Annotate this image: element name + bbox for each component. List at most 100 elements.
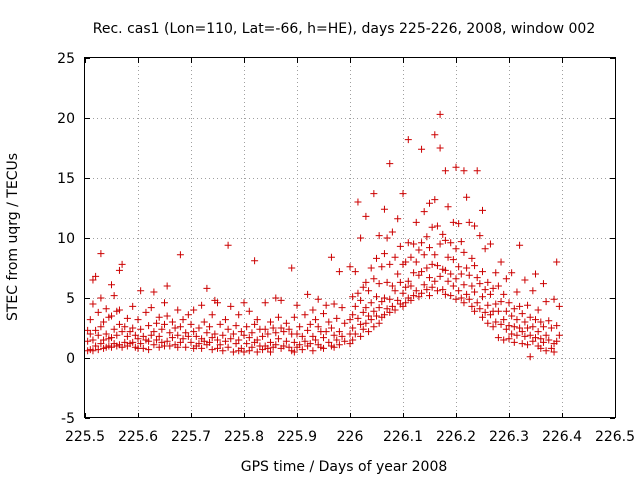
data-point xyxy=(526,353,534,361)
data-point xyxy=(221,316,229,324)
data-point xyxy=(248,329,256,337)
data-point xyxy=(513,316,521,324)
data-point xyxy=(86,316,94,324)
data-point xyxy=(365,328,373,336)
data-point xyxy=(441,236,449,244)
x-tick-label: 226.2 xyxy=(436,429,476,445)
data-point xyxy=(240,331,248,339)
data-point xyxy=(322,301,330,309)
data-point xyxy=(431,196,439,204)
data-point xyxy=(123,332,131,340)
data-point xyxy=(351,330,359,338)
data-point xyxy=(354,289,362,297)
data-point xyxy=(288,264,296,272)
data-point xyxy=(346,340,354,348)
data-point xyxy=(142,308,150,316)
data-point xyxy=(232,322,240,330)
data-point xyxy=(550,295,558,303)
data-point xyxy=(402,283,410,291)
data-point xyxy=(399,190,407,198)
data-point xyxy=(304,290,312,298)
data-point xyxy=(396,278,404,286)
data-point xyxy=(362,278,370,286)
data-point xyxy=(235,311,243,319)
data-point xyxy=(465,271,473,279)
data-point xyxy=(479,268,486,276)
x-axis-label: GPS time / Days of year 2008 xyxy=(241,459,448,475)
data-point xyxy=(338,332,346,340)
data-point xyxy=(219,331,227,339)
data-point xyxy=(121,338,129,346)
data-point xyxy=(365,312,373,320)
data-point xyxy=(174,343,182,351)
data-point xyxy=(553,337,561,345)
data-point xyxy=(542,331,550,339)
data-point xyxy=(471,262,479,270)
data-point xyxy=(449,256,457,264)
data-point xyxy=(547,344,555,352)
data-point xyxy=(264,330,272,338)
data-point xyxy=(198,301,206,309)
data-point xyxy=(161,320,168,328)
data-point xyxy=(139,344,147,352)
data-point xyxy=(166,329,174,337)
data-point xyxy=(179,335,187,343)
data-point xyxy=(155,332,163,340)
chart-title: Rec. cas1 (Lon=110, Lat=-66, h=HE), days… xyxy=(93,21,595,37)
data-point xyxy=(359,325,367,333)
data-point xyxy=(391,306,399,314)
data-point xyxy=(455,263,463,271)
data-point xyxy=(418,239,426,247)
data-point xyxy=(301,311,309,319)
data-point xyxy=(92,326,100,334)
data-point xyxy=(176,323,184,331)
data-point xyxy=(373,254,380,262)
x-tick-label: 226 xyxy=(337,429,364,445)
data-point xyxy=(335,341,343,349)
data-point xyxy=(272,341,280,349)
data-point xyxy=(92,272,100,280)
data-point xyxy=(211,330,219,338)
data-point xyxy=(484,301,492,309)
data-point xyxy=(309,347,317,355)
data-point xyxy=(537,344,545,352)
data-point xyxy=(349,324,357,332)
data-point xyxy=(327,324,335,332)
data-point xyxy=(221,337,229,345)
data-point xyxy=(163,312,171,320)
data-point xyxy=(296,341,304,349)
data-point xyxy=(216,320,224,328)
data-point xyxy=(314,295,322,303)
data-point xyxy=(129,338,137,346)
data-point xyxy=(150,341,158,349)
data-point xyxy=(110,325,118,333)
data-point xyxy=(553,322,561,330)
data-point xyxy=(325,338,333,346)
data-point xyxy=(174,331,182,339)
data-point xyxy=(280,342,288,350)
data-point xyxy=(198,344,206,352)
data-point xyxy=(545,336,553,344)
data-point xyxy=(375,280,383,288)
data-point xyxy=(380,250,388,258)
data-point xyxy=(253,316,261,324)
data-point xyxy=(532,316,539,324)
data-point xyxy=(293,330,301,338)
data-point xyxy=(380,294,388,302)
data-point xyxy=(115,320,123,328)
data-point xyxy=(510,305,518,313)
data-point xyxy=(155,343,163,351)
data-point xyxy=(206,323,214,331)
data-point xyxy=(463,264,471,272)
data-point xyxy=(497,298,505,306)
y-tick-label: 0 xyxy=(66,351,75,367)
data-point xyxy=(534,328,542,336)
data-point xyxy=(282,337,290,345)
data-point xyxy=(521,332,529,340)
data-point xyxy=(346,316,354,324)
data-point xyxy=(168,334,176,342)
data-point xyxy=(129,324,137,332)
data-point xyxy=(404,277,412,285)
data-point xyxy=(285,325,293,333)
